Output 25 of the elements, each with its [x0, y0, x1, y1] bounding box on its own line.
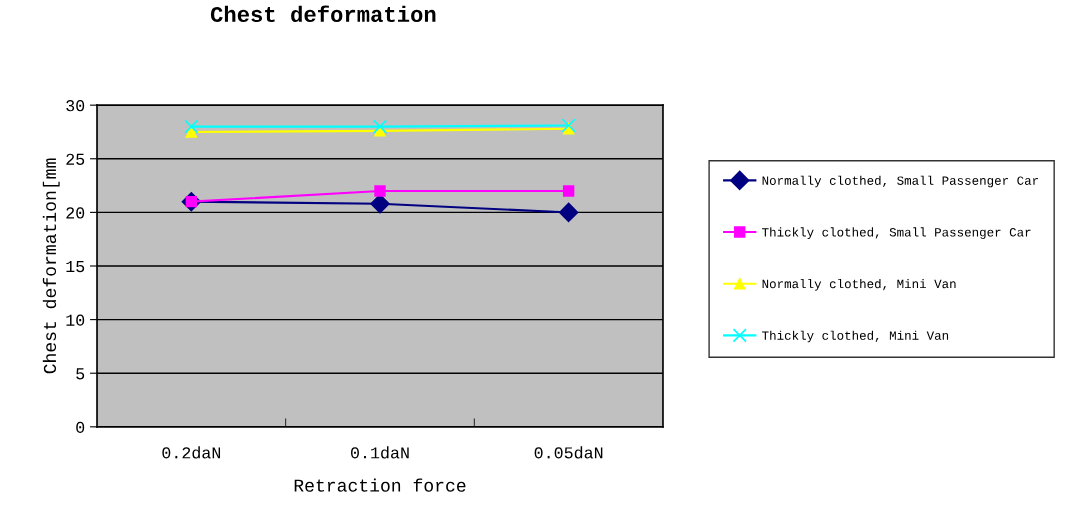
y-tick-label: 30 [66, 100, 85, 112]
point [374, 125, 386, 137]
y-tick-label: 25 [66, 153, 85, 165]
y-tick-label: 0 [76, 421, 85, 434]
point [561, 118, 576, 133]
point [370, 194, 390, 214]
chart-title: Chest deformation [210, 5, 436, 23]
point [184, 119, 199, 134]
point [558, 202, 579, 223]
y-tick-label: 20 [66, 207, 85, 219]
legend-label: Normally clothed, Mini Van [762, 279, 956, 291]
y-axis-title: Chest deformation[mm [42, 158, 60, 374]
x-tick-label: 0.05daN [534, 446, 603, 459]
legend-label: Thickly clothed, Mini Van [762, 330, 949, 343]
legend-label: Thickly clothed, Small Passenger Car [762, 227, 1031, 239]
legend-label: Normally clothed, Small Passenger Car [762, 175, 1039, 188]
x-tick-label: 0.2daN [162, 446, 221, 459]
point [374, 185, 386, 197]
y-tick-label: 15 [66, 261, 85, 273]
y-tick-label: 5 [76, 368, 85, 380]
y-tick-label: 10 [66, 314, 85, 326]
x-axis-title: Retraction force [294, 478, 466, 492]
point [372, 119, 388, 134]
point [562, 185, 575, 197]
x-tick-label: 0.1daN [351, 446, 409, 459]
